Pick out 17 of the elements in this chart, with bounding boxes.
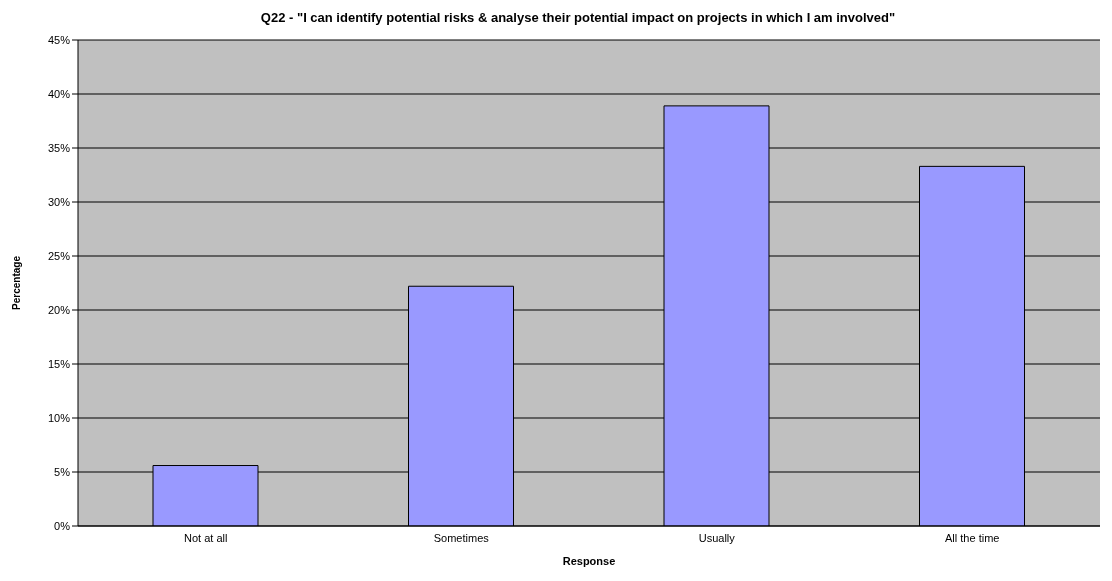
x-tick-label: Not at all — [184, 531, 228, 544]
x-axis-title: Response — [562, 555, 616, 567]
chart-title: Q22 - "I can identify potential risks & analyse their potential impact on projects in which I am involved" — [259, 10, 897, 26]
y-tick-label: 40% — [47, 87, 71, 100]
y-axis-title: Percentage — [10, 255, 22, 310]
x-tick-label: Sometimes — [433, 531, 490, 544]
y-tick-label: 15% — [47, 357, 71, 370]
y-tick-label: 25% — [47, 249, 71, 262]
y-tick-label: 45% — [47, 33, 71, 46]
y-tick-label: 0% — [54, 519, 71, 532]
x-tick-label: Usually — [698, 531, 736, 544]
y-tick-label: 30% — [47, 195, 71, 208]
x-tick-label: All the time — [945, 531, 1000, 544]
y-tick-label: 20% — [47, 303, 71, 316]
y-tick-label: 10% — [47, 411, 71, 424]
y-tick-label: 5% — [54, 465, 71, 478]
y-tick-label: 35% — [47, 141, 71, 154]
